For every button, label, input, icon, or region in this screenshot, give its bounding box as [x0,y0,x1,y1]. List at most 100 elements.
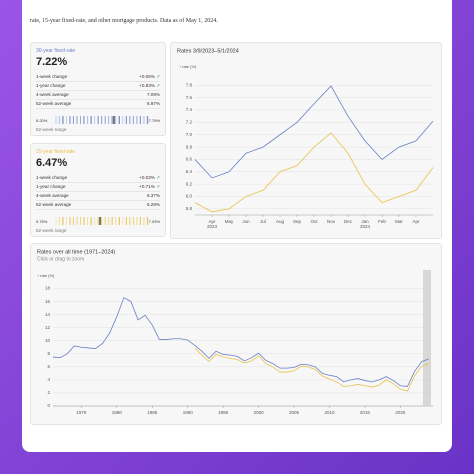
recent-chart[interactable]: Rates 3/9/2023–5/1/2024 ↑ rate (%) 5.8 6.0 6… [170,42,442,239]
stat-label: 1-week change [36,74,68,79]
x-tick-label: Apr 2023 [207,219,218,229]
chart-subtitle: Click or drag to zoom [37,256,84,262]
range-label: 52-week range [36,127,67,132]
x-tick-label: Jul [260,219,266,224]
range-strip: 5.75% 7.03% [36,217,160,225]
y-tick-label: 6.0 [186,194,193,199]
x-tick-label: Jun [242,219,250,224]
stat-row: 1-week change +0.05% [36,73,160,82]
x-tick-label: 2000 [254,410,265,415]
rate-card: 15-year fixed-rate 6.47% 1-week change +0.0… [30,143,166,237]
stat-label: 52-week average [36,101,72,106]
series-line [52,297,429,387]
stat-row: 4-week average 7.09% [36,91,160,100]
stats: 1-week change+0.03%1-year change+0.71%4-… [36,174,160,210]
card-rate: 6.47% [36,157,68,169]
range-strip: 6.20% 7.79% [36,116,160,124]
range-bars [55,116,149,124]
stat-value: 7.09% [146,92,160,97]
y-tick-label: 12 [45,325,51,330]
y-tick-label: 8 [47,351,50,356]
stat-label: 4-week average [36,193,69,198]
chart-title: Rates over all time (1971–2024) [37,249,115,255]
series-line [194,132,434,213]
stat-row: 52-week average 6.29% [36,201,160,210]
stat-label: 1-year change [36,184,66,189]
y-tick-label: 6 [47,364,50,369]
x-tick-label: Oct [310,219,318,224]
range-high: 7.03% [148,219,160,224]
y-tick-label: 7.4 [186,107,193,112]
stat-value: 6.37% [146,193,160,198]
x-tick-label: Nov [327,219,336,224]
y-axis-label: ↑ rate (%) [37,273,55,278]
x-tick-label: 2015 [360,410,371,415]
y-tick-label: 6.4 [186,169,193,174]
series-line [194,85,434,179]
x-tick-label: 2010 [324,410,335,415]
y-tick-label: 7.2 [186,120,193,125]
stat-row: 1-week change +0.03% [36,174,160,183]
x-tick-label: 1980 [112,410,123,415]
zoom-range [423,270,431,406]
range-high: 7.79% [148,118,160,123]
history-chart[interactable]: Rates over all time (1971–2024)Click or … [30,243,442,425]
range-bars [55,217,149,225]
x-tick-label: 2005 [289,410,300,415]
y-tick-label: 7.8 [186,83,193,88]
x-tick-label: Apr [412,219,420,224]
y-tick-label: 18 [45,286,51,291]
range-label: 52-week range [36,228,67,233]
stat-label: 4-week average [36,92,69,97]
chart-title: Rates 3/9/2023–5/1/2024 [177,48,239,54]
page: rate, 15-year fixed-rate, and other mort… [22,0,452,452]
y-tick-label: 6.6 [186,157,193,162]
card-rate: 7.22% [36,56,68,68]
x-tick-label: Aug [276,219,285,224]
range-low: 6.20% [36,118,48,123]
y-tick-label: 2 [47,390,50,395]
y-tick-label: 6.2 [186,181,193,186]
series-line [194,347,429,392]
x-tick-label: 1985 [147,410,158,415]
x-tick-label: Sep [293,219,302,224]
card-title: 15-year fixed-rate [36,149,76,155]
stat-label: 1-year change [36,83,66,88]
x-tick-label: 1975 [76,410,87,415]
y-tick-label: 7.6 [186,95,193,100]
stat-row: 4-week average 6.37% [36,192,160,201]
rate-card: 30-year fixed-rate 7.22% 1-week change +0.0… [30,42,166,136]
stat-label: 1-week change [36,175,68,180]
x-tick-label: May [225,219,234,224]
stat-value: 6.97% [146,101,160,106]
y-tick-label: 0 [47,403,50,408]
stat-label: 52-week average [36,202,72,207]
stat-row: 1-year change +0.71% [36,183,160,192]
x-tick-label: 1995 [218,410,229,415]
y-tick-label: 6.8 [186,144,193,149]
stat-value: 6.29% [146,202,160,207]
y-tick-label: 4 [47,377,50,382]
stat-value: +0.83% [139,82,160,90]
x-tick-label: Jan 2024 [360,219,371,229]
header-text: rate, 15-year fixed-rate, and other mort… [30,18,218,24]
y-axis-label: ↑ rate (%) [179,64,197,69]
y-tick-label: 10 [45,338,51,343]
x-tick-label: Mar [395,219,403,224]
card-title: 30-year fixed-rate [36,48,76,54]
y-tick-label: 16 [45,299,51,304]
stat-value: +0.03% [139,174,160,182]
stats: 1-week change+0.05%1-year change+0.83%4-… [36,73,160,109]
x-tick-label: Dec [344,219,353,224]
x-tick-label: 2020 [395,410,406,415]
y-tick-label: 5.8 [186,206,193,211]
x-tick-label: Feb [378,219,386,224]
y-tick-label: 14 [45,312,51,317]
stat-row: 1-year change +0.83% [36,82,160,91]
stat-value: +0.05% [139,73,160,81]
stat-value: +0.71% [139,183,160,191]
y-tick-label: 7.0 [186,132,193,137]
x-tick-label: 1990 [183,410,194,415]
range-low: 5.75% [36,219,48,224]
